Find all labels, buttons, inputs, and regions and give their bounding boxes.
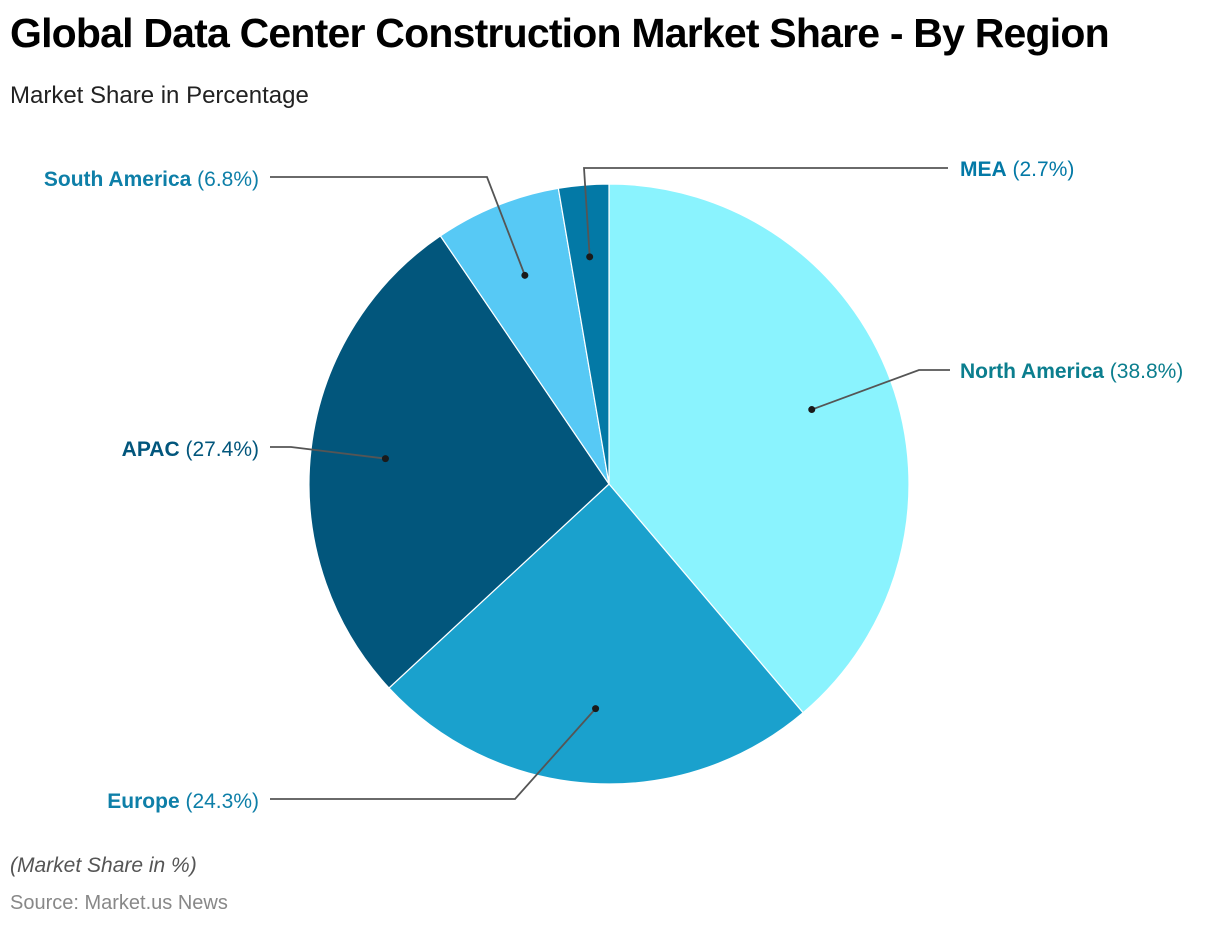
- slice-label: South America (6.8%): [44, 168, 259, 191]
- chart-note: (Market Share in %): [10, 854, 197, 877]
- leader-line: [811, 369, 950, 411]
- chart-subtitle: Market Share in Percentage: [10, 82, 309, 109]
- chart-title: Global Data Center Construction Market S…: [10, 10, 1110, 56]
- slice-label: Europe (24.3%): [107, 790, 259, 813]
- slice-label-value: (24.3%): [180, 790, 259, 813]
- leader-lines: [270, 167, 950, 800]
- slice-label: MEA (2.7%): [960, 158, 1074, 181]
- leader-line: [270, 176, 526, 276]
- leader-dot: [381, 455, 389, 463]
- slice-label: APAC (27.4%): [122, 438, 259, 461]
- pie-slice-europe: [388, 483, 804, 785]
- leader-dot: [586, 253, 594, 261]
- leader-line: [270, 708, 597, 800]
- slice-label-name: North America: [960, 360, 1104, 383]
- pie-slice-south-america: [439, 187, 610, 485]
- chart-source: Source: Market.us News: [10, 892, 228, 914]
- pie-slices: [308, 183, 910, 785]
- leader-line: [270, 446, 386, 460]
- slice-label-value: (6.8%): [191, 168, 259, 191]
- leader-dot: [808, 406, 816, 414]
- slice-label-name: South America: [44, 168, 192, 191]
- slice-label-name: Europe: [107, 790, 179, 813]
- slice-label-name: APAC: [122, 438, 180, 461]
- pie-slice-mea: [557, 183, 610, 485]
- leader-dot: [592, 705, 600, 713]
- slice-label-value: (38.8%): [1104, 360, 1183, 383]
- slice-label-value: (27.4%): [180, 438, 259, 461]
- slice-label-name: MEA: [960, 158, 1007, 181]
- slice-label: North America (38.8%): [960, 360, 1183, 383]
- leader-dot: [521, 271, 529, 279]
- slice-label-value: (2.7%): [1007, 158, 1075, 181]
- slice-labels: North America (38.8%) Europe (24.3%) APAC …: [44, 158, 1183, 813]
- leader-line: [583, 167, 948, 257]
